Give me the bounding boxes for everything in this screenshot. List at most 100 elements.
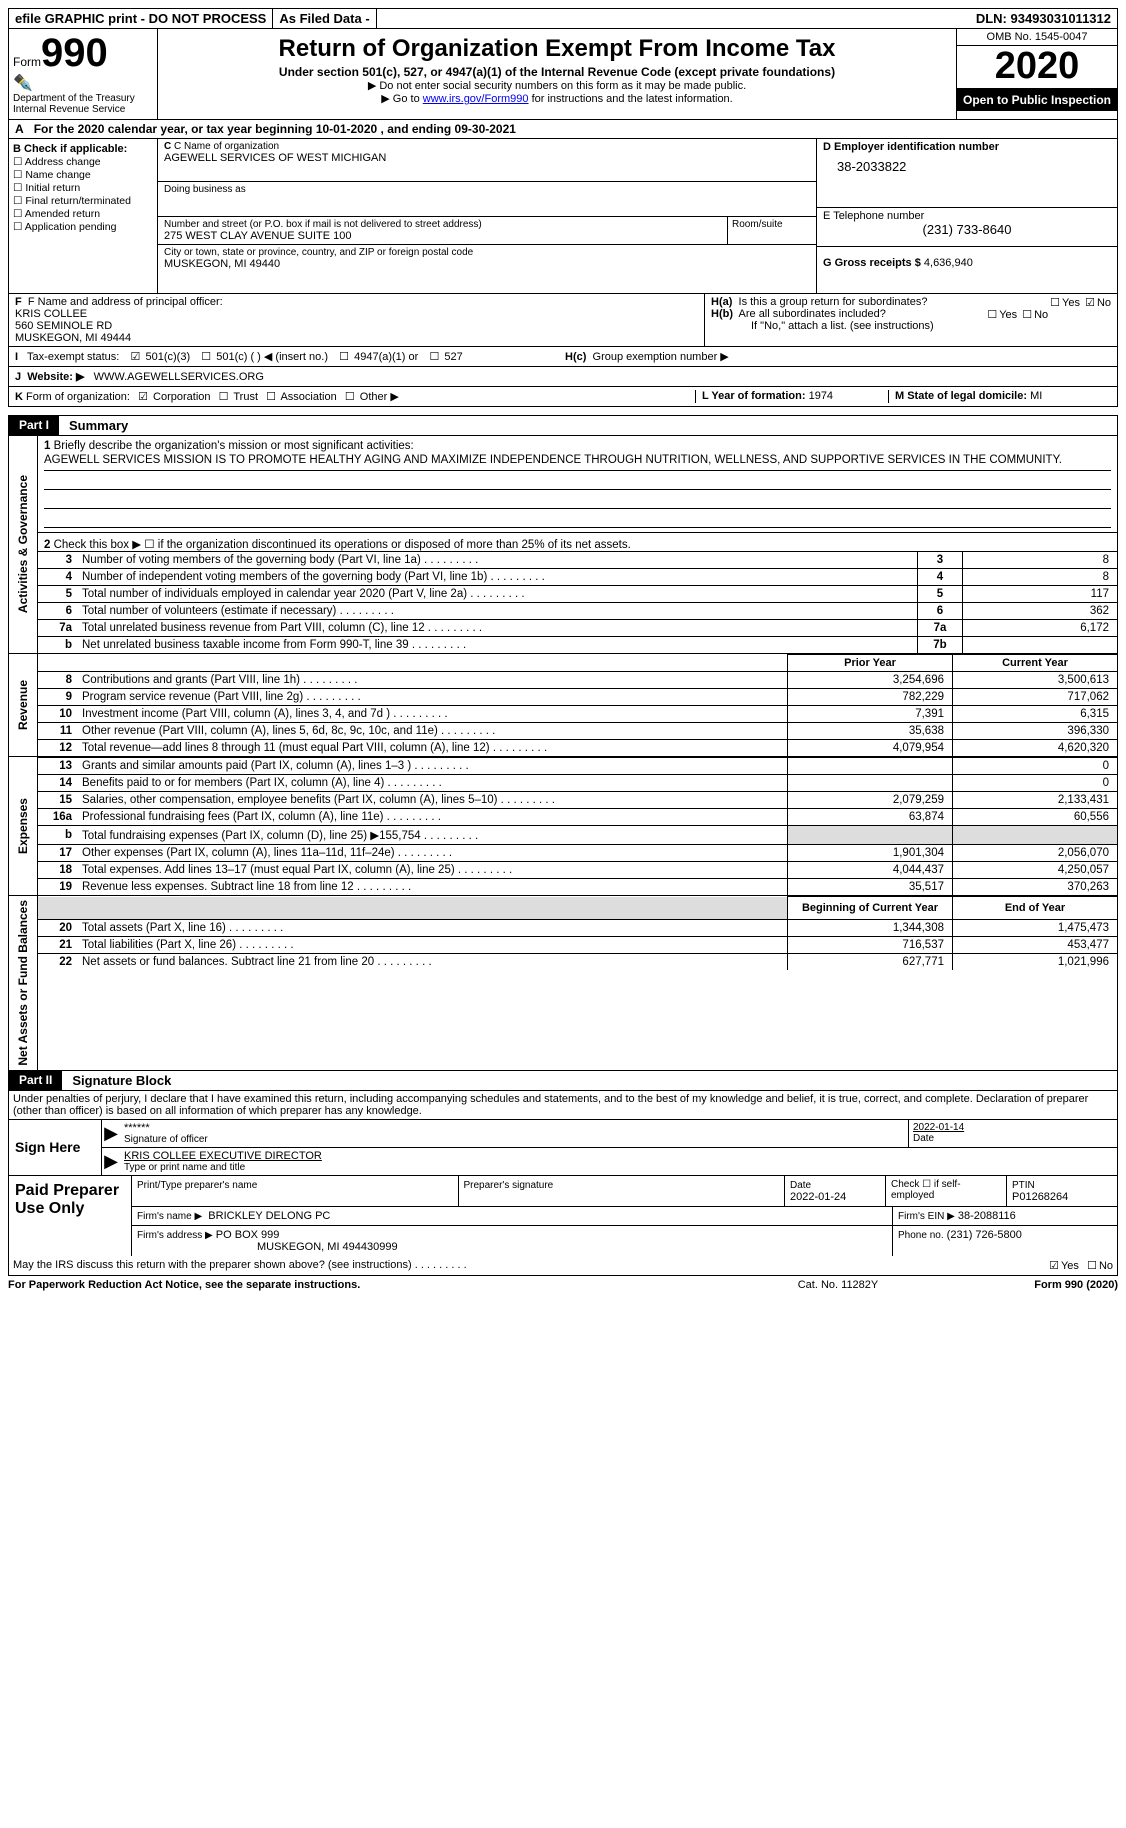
section-b-to-g: B Check if applicable: Address change Na… xyxy=(8,139,1118,294)
row-a-tax-year: A For the 2020 calendar year, or tax yea… xyxy=(8,119,1118,139)
officer-name-title: KRIS COLLEE EXECUTIVE DIRECTOR xyxy=(124,1150,1113,1162)
chk-final-return[interactable]: Final return/terminated xyxy=(13,195,153,207)
vtab-revenue: Revenue xyxy=(16,676,30,734)
table-row: 15 Salaries, other compensation, employe… xyxy=(38,792,1117,809)
as-filed: As Filed Data - xyxy=(273,9,376,28)
irs: Internal Revenue Service xyxy=(13,104,153,115)
table-row: 9 Program service revenue (Part VIII, li… xyxy=(38,689,1117,706)
mission-statement: AGEWELL SERVICES MISSION IS TO PROMOTE H… xyxy=(44,452,1111,471)
firm-name: BRICKLEY DELONG PC xyxy=(208,1210,330,1222)
page-footer: For Paperwork Reduction Act Notice, see … xyxy=(8,1276,1118,1294)
subtitle-3: ▶ Go to www.irs.gov/Form990 for instruct… xyxy=(168,92,946,105)
table-row: 18 Total expenses. Add lines 13–17 (must… xyxy=(38,862,1117,879)
part1-expenses: Expenses 13 Grants and similar amounts p… xyxy=(8,757,1118,896)
table-row: b Net unrelated business taxable income … xyxy=(38,637,1117,654)
vtab-governance: Activities & Governance xyxy=(16,471,30,617)
row-j-website: J Website: ▶ WWW.AGEWELLSERVICES.ORG xyxy=(8,367,1118,387)
col-c-org-info: C C Name of organization AGEWELL SERVICE… xyxy=(158,139,816,293)
table-row: 12 Total revenue—add lines 8 through 11 … xyxy=(38,740,1117,757)
col-d-e-g: D Employer identification number 38-2033… xyxy=(816,139,1117,293)
officer-name: KRIS COLLEE xyxy=(15,308,698,320)
efile-notice: efile GRAPHIC print - DO NOT PROCESS xyxy=(9,9,273,28)
part-2-header: Part II Signature Block xyxy=(8,1071,1118,1091)
dept-treasury: Department of the Treasury xyxy=(13,93,153,104)
title-block: Return of Organization Exempt From Incom… xyxy=(158,29,956,119)
table-row: 16a Professional fundraising fees (Part … xyxy=(38,809,1117,826)
table-row: 3 Number of voting members of the govern… xyxy=(38,552,1117,569)
firm-phone: (231) 726-5800 xyxy=(947,1229,1022,1241)
officer-signature: ****** xyxy=(124,1122,904,1134)
governance-table: 3 Number of voting members of the govern… xyxy=(38,551,1117,653)
sig-date: 2022-01-14 xyxy=(913,1122,1113,1133)
net-assets-table: Beginning of Current Year End of Year 20… xyxy=(38,896,1117,970)
ptin: P01268264 xyxy=(1012,1191,1068,1203)
col-b-checkboxes: B Check if applicable: Address change Na… xyxy=(9,139,158,293)
right-box: OMB No. 1545-0047 2020 Open to Public In… xyxy=(956,29,1117,119)
check-self-employed[interactable]: Check ☐ if self-employed xyxy=(886,1176,1007,1206)
discuss-question: May the IRS discuss this return with the… xyxy=(13,1259,1047,1272)
form-page: Form 990 (2020) xyxy=(938,1279,1118,1291)
street-address: 275 WEST CLAY AVENUE SUITE 100 xyxy=(164,230,721,242)
dln: DLN: 93493031011312 xyxy=(970,9,1117,28)
chk-app-pending[interactable]: Application pending xyxy=(13,221,153,233)
pra-notice: For Paperwork Reduction Act Notice, see … xyxy=(8,1279,738,1291)
sign-here-label: Sign Here xyxy=(9,1120,102,1175)
table-row: 7a Total unrelated business revenue from… xyxy=(38,620,1117,637)
table-row: 4 Number of independent voting members o… xyxy=(38,569,1117,586)
gross-receipts: 4,636,940 xyxy=(924,257,973,269)
firm-ein: 38-2088116 xyxy=(958,1210,1016,1222)
prep-date: 2022-01-24 xyxy=(790,1191,846,1203)
officer-city: MUSKEGON, MI 49444 xyxy=(15,332,698,344)
expenses-table: 13 Grants and similar amounts paid (Part… xyxy=(38,757,1117,895)
form-number: 990 xyxy=(41,33,108,73)
telephone: (231) 733-8640 xyxy=(823,222,1111,237)
firm-addr1: PO BOX 999 xyxy=(216,1229,280,1241)
row-f-h: F F Name and address of principal office… xyxy=(8,294,1118,347)
subtitle-2: ▶ Do not enter social security numbers o… xyxy=(168,79,946,92)
table-row: 21 Total liabilities (Part X, line 26) 7… xyxy=(38,936,1117,953)
row-k-form-org: K Form of organization: Corporation Trus… xyxy=(8,387,1118,407)
irs-link[interactable]: www.irs.gov/Form990 xyxy=(423,93,529,105)
revenue-table: Prior Year Current Year 8 Contributions … xyxy=(38,654,1117,756)
website: WWW.AGEWELLSERVICES.ORG xyxy=(94,371,264,383)
chk-name-change[interactable]: Name change xyxy=(13,169,153,181)
form-id-box: Form 990 ✒️ Department of the Treasury I… xyxy=(9,29,158,119)
table-row: 10 Investment income (Part VIII, column … xyxy=(38,706,1117,723)
table-row: 6 Total number of volunteers (estimate i… xyxy=(38,603,1117,620)
table-row: 11 Other revenue (Part VIII, column (A),… xyxy=(38,723,1117,740)
top-bar: efile GRAPHIC print - DO NOT PROCESS As … xyxy=(8,8,1118,29)
table-row: 5 Total number of individuals employed i… xyxy=(38,586,1117,603)
vtab-expenses: Expenses xyxy=(16,794,30,858)
chk-initial-return[interactable]: Initial return xyxy=(13,182,153,194)
sig-disclaimer: Under penalties of perjury, I declare th… xyxy=(9,1091,1117,1119)
table-row: 22 Net assets or fund balances. Subtract… xyxy=(38,953,1117,970)
ein: 38-2033822 xyxy=(823,153,1111,174)
table-row: b Total fundraising expenses (Part IX, c… xyxy=(38,826,1117,845)
table-row: 8 Contributions and grants (Part VIII, l… xyxy=(38,672,1117,689)
signature-block: Under penalties of perjury, I declare th… xyxy=(8,1091,1118,1276)
officer-street: 560 SEMINOLE RD xyxy=(15,320,698,332)
open-to-public: Open to Public Inspection xyxy=(957,88,1117,111)
firm-addr2: MUSKEGON, MI 494430999 xyxy=(137,1241,887,1253)
table-row: 13 Grants and similar amounts paid (Part… xyxy=(38,758,1117,775)
city-state-zip: MUSKEGON, MI 49440 xyxy=(164,258,810,270)
tax-year: 2020 xyxy=(957,46,1117,88)
state-domicile: MI xyxy=(1030,390,1042,402)
chk-amended[interactable]: Amended return xyxy=(13,208,153,220)
form-title: Return of Organization Exempt From Incom… xyxy=(168,35,946,63)
form-word: Form xyxy=(13,55,41,69)
vtab-net-assets: Net Assets or Fund Balances xyxy=(16,896,30,1070)
row-i-tax-status: I Tax-exempt status: 501(c)(3) 501(c) ( … xyxy=(8,347,1118,367)
table-row: 20 Total assets (Part X, line 16) 1,344,… xyxy=(38,919,1117,936)
org-name: AGEWELL SERVICES OF WEST MICHIGAN xyxy=(164,152,810,164)
part-1-header: Part I Summary xyxy=(8,415,1118,436)
omb-number: OMB No. 1545-0047 xyxy=(957,29,1117,46)
table-row: 19 Revenue less expenses. Subtract line … xyxy=(38,879,1117,896)
chk-address-change[interactable]: Address change xyxy=(13,156,153,168)
part1-governance: Activities & Governance 1 Briefly descri… xyxy=(8,436,1118,654)
part1-revenue: Revenue Prior Year Current Year 8 Contri… xyxy=(8,654,1118,757)
col-h-group: H(a) Is this a group return for subordin… xyxy=(704,294,1117,346)
subtitle-1: Under section 501(c), 527, or 4947(a)(1)… xyxy=(168,65,946,79)
paid-preparer-label: Paid Preparer Use Only xyxy=(9,1176,132,1256)
cat-no: Cat. No. 11282Y xyxy=(738,1279,938,1291)
